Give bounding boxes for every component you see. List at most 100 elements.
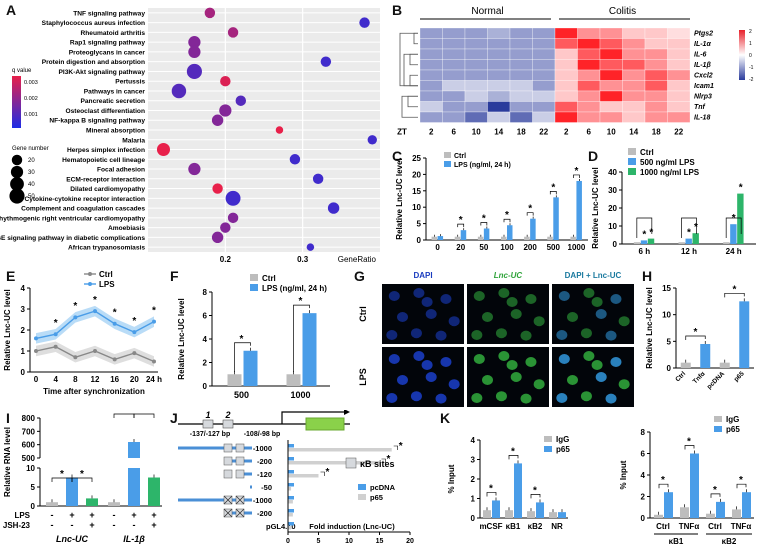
x-tick-label: 4	[53, 375, 58, 384]
y-axis-label: % Input	[619, 460, 628, 489]
panel-label-b: B	[392, 2, 403, 18]
x-tick-label: Ctrl	[674, 370, 687, 383]
heatmap-cell	[667, 101, 691, 113]
sig-bracket	[486, 492, 497, 497]
dendrogram	[407, 95, 418, 108]
y-axis-label: Relative Lnc-UC level	[645, 287, 654, 368]
heatmap-cell	[532, 59, 556, 71]
y-axis-label: Relative Lnc-UC level	[177, 298, 186, 379]
bar	[86, 498, 98, 506]
pathway-label: PI3K-Akt signaling pathway	[59, 69, 146, 76]
kb-site	[222, 419, 234, 429]
y-tick-label: 800	[22, 414, 36, 423]
y-tick-label: 0	[613, 240, 618, 249]
size-legend-tick: 20	[28, 158, 35, 164]
bar	[288, 496, 292, 500]
y-tick-label: 15	[662, 284, 671, 293]
group-label-normal: Normal	[471, 6, 503, 17]
legend-label: Ctrl	[640, 148, 654, 157]
pathway-label: Pancreatic secretion	[80, 98, 145, 105]
gene-label: IL-6	[694, 52, 707, 59]
bar	[530, 218, 536, 240]
panel-label-f: F	[170, 268, 179, 284]
bar	[288, 448, 392, 452]
legend-label: IgG	[726, 415, 739, 424]
cell-nucleus	[618, 379, 630, 390]
series-point	[132, 351, 137, 356]
kb-site	[223, 456, 233, 466]
panel-label-c: C	[392, 148, 403, 164]
bar	[288, 444, 292, 448]
bar	[690, 453, 699, 518]
x-tick-label: 15	[376, 538, 384, 545]
bar	[692, 233, 699, 244]
heatmap-cell	[442, 69, 466, 81]
construct-label: -200	[257, 457, 272, 466]
cell-nucleus	[425, 372, 437, 382]
cell-nucleus	[556, 393, 568, 403]
pathway-label: ECM-receptor interaction	[66, 176, 145, 183]
bar	[549, 512, 557, 518]
legend-swatch	[714, 426, 722, 432]
x-tick-label: 0	[286, 538, 290, 545]
bar	[553, 197, 559, 240]
bar	[700, 344, 711, 368]
row-label-jsh: JSH-23	[3, 521, 31, 530]
pathway-dot	[235, 95, 247, 106]
significance-star: *	[694, 327, 698, 338]
legend-label: Ctrl	[262, 274, 276, 283]
panel-label-g: G	[354, 268, 365, 284]
y-tick-label: 5	[667, 337, 672, 346]
heatmap-cell	[487, 69, 511, 81]
y-tick-label: 4	[471, 436, 476, 445]
sig-bracket	[393, 445, 398, 450]
significance-star: *	[152, 305, 156, 316]
column-header: Lnc-UC	[494, 271, 523, 280]
cell-nucleus	[595, 309, 607, 319]
significance-star: *	[739, 183, 743, 194]
heatmap-cell	[599, 38, 623, 50]
cell-nucleus	[506, 297, 518, 307]
x-axis-label: Time after synchronization	[43, 387, 145, 396]
bar	[227, 374, 242, 386]
x-tick-label: 24 h	[726, 247, 742, 256]
heatmap-cell	[487, 90, 511, 102]
y-tick-label: 4	[641, 471, 646, 480]
heatmap-cell	[532, 27, 556, 39]
x-tick-label: pcDNA	[706, 370, 726, 390]
y-tick-label: 700	[22, 427, 36, 436]
pathway-label: Protein digestion and absorption	[42, 59, 145, 66]
y-tick-label: 4	[21, 284, 26, 293]
x-tick-label: mCSF	[479, 522, 502, 531]
sig-bracket	[320, 471, 325, 476]
x-tick-label: 100	[500, 243, 514, 252]
heatmap-cell	[532, 48, 556, 60]
bar	[492, 500, 500, 518]
significance-star: *	[60, 469, 64, 480]
x-tick-label: NR	[551, 522, 563, 531]
pathway-label: Cytokine-cytokine receptor interaction	[24, 196, 145, 203]
bar	[302, 313, 317, 386]
pathway-label: Osteoclast differentiation	[65, 108, 145, 115]
cell-nucleus	[610, 294, 622, 304]
cell-nucleus	[580, 391, 592, 402]
series-point	[132, 330, 137, 335]
significance-star: *	[459, 215, 463, 226]
pathway-dot	[204, 7, 216, 19]
heatmap-cell	[599, 111, 623, 123]
size-legend-dot	[10, 177, 24, 191]
heatmap-cell	[419, 48, 443, 60]
heatmap-cell	[622, 59, 646, 71]
pathway-dot	[275, 126, 284, 134]
cell-nucleus	[397, 375, 408, 385]
x-tick-label: 0.3	[297, 255, 309, 264]
pathway-dot	[367, 135, 377, 145]
bar	[570, 236, 576, 240]
heatmap-cell	[577, 90, 601, 102]
legend-label: Ctrl	[454, 153, 466, 160]
heatmap-cell	[532, 90, 556, 102]
bar	[454, 236, 461, 240]
bar	[547, 236, 553, 240]
heatmap-cell	[509, 27, 533, 39]
significance-star: *	[489, 483, 493, 494]
